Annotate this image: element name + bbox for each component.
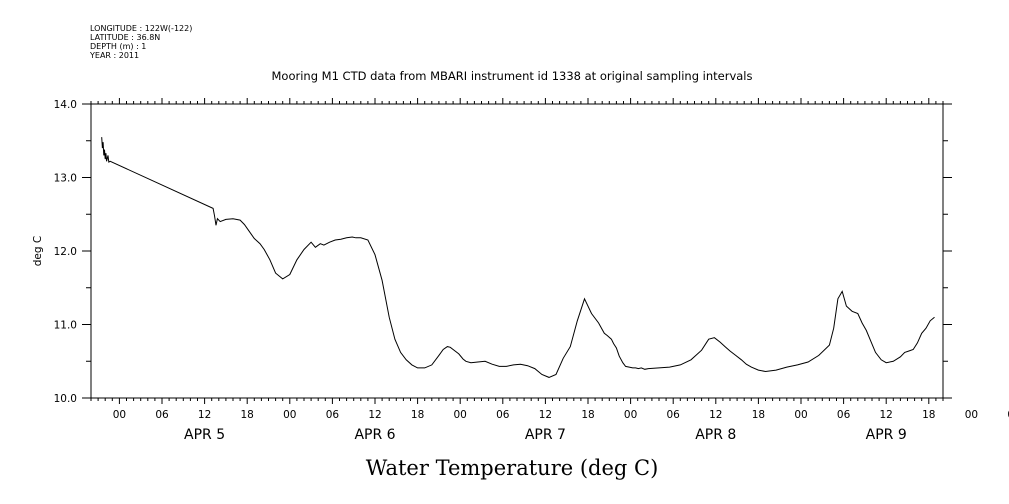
x-tick-label: 12 [709, 409, 722, 421]
x-tick-label: 06 [837, 409, 851, 421]
axis-ticks [82, 98, 952, 404]
day-label: APR 9 [866, 427, 907, 443]
x-tick-label: 00 [283, 409, 296, 421]
y-tick-label: 14.0 [54, 99, 77, 111]
y-axis-label: deg C [32, 236, 44, 266]
x-tick-label: 18 [581, 409, 594, 421]
metadata-block: LONGITUDE : 122W(-122) LATITUDE : 36.8N … [89, 24, 192, 60]
x-tick-label: 12 [368, 409, 381, 421]
x-tick-label: 18 [411, 409, 424, 421]
chart-title: Mooring M1 CTD data from MBARI instrumen… [272, 69, 753, 83]
x-tick-label: 00 [624, 409, 637, 421]
x-tick-label: 06 [667, 409, 681, 421]
y-tick-label: 13.0 [54, 173, 77, 185]
x-tick-label: 12 [198, 409, 211, 421]
x-tick-label: 06 [1007, 409, 1009, 421]
x-tick-label: 00 [454, 409, 467, 421]
day-label: APR 6 [354, 427, 395, 443]
x-tick-label: 18 [241, 409, 254, 421]
plot-frame [90, 103, 944, 399]
y-tick-label: 12.0 [54, 246, 77, 258]
x-tick-label: 00 [113, 409, 126, 421]
x-tick-label: 12 [539, 409, 552, 421]
x-tick-label: 06 [326, 409, 340, 421]
day-label: APR 8 [695, 427, 736, 443]
x-tick-label: 18 [922, 409, 935, 421]
x-tick-label: 06 [496, 409, 510, 421]
metadata-line: LONGITUDE : 122W(-122) [90, 24, 192, 33]
x-tick-label: 00 [794, 409, 807, 421]
day-label: APR 5 [184, 427, 225, 443]
x-tick-label: 18 [752, 409, 765, 421]
x-axis-title: Water Temperature (deg C) [366, 456, 659, 480]
axis-tick-labels: 00 06 12 18 00 06 12 18 00 06 12 18 00 06 12 18 00 06 12 18… [54, 99, 1009, 443]
metadata-line: YEAR : 2011 [89, 51, 139, 60]
day-label: APR 7 [525, 427, 566, 443]
metadata-line: LATITUDE : 36.8N [90, 33, 160, 42]
x-tick-label: 00 [965, 409, 978, 421]
metadata-line: DEPTH (m) : 1 [90, 42, 146, 51]
y-tick-label: 11.0 [54, 320, 77, 332]
x-tick-label: 12 [880, 409, 893, 421]
y-tick-label: 10.0 [54, 393, 77, 405]
temperature-series-line [101, 137, 935, 378]
x-tick-label: 06 [155, 409, 169, 421]
